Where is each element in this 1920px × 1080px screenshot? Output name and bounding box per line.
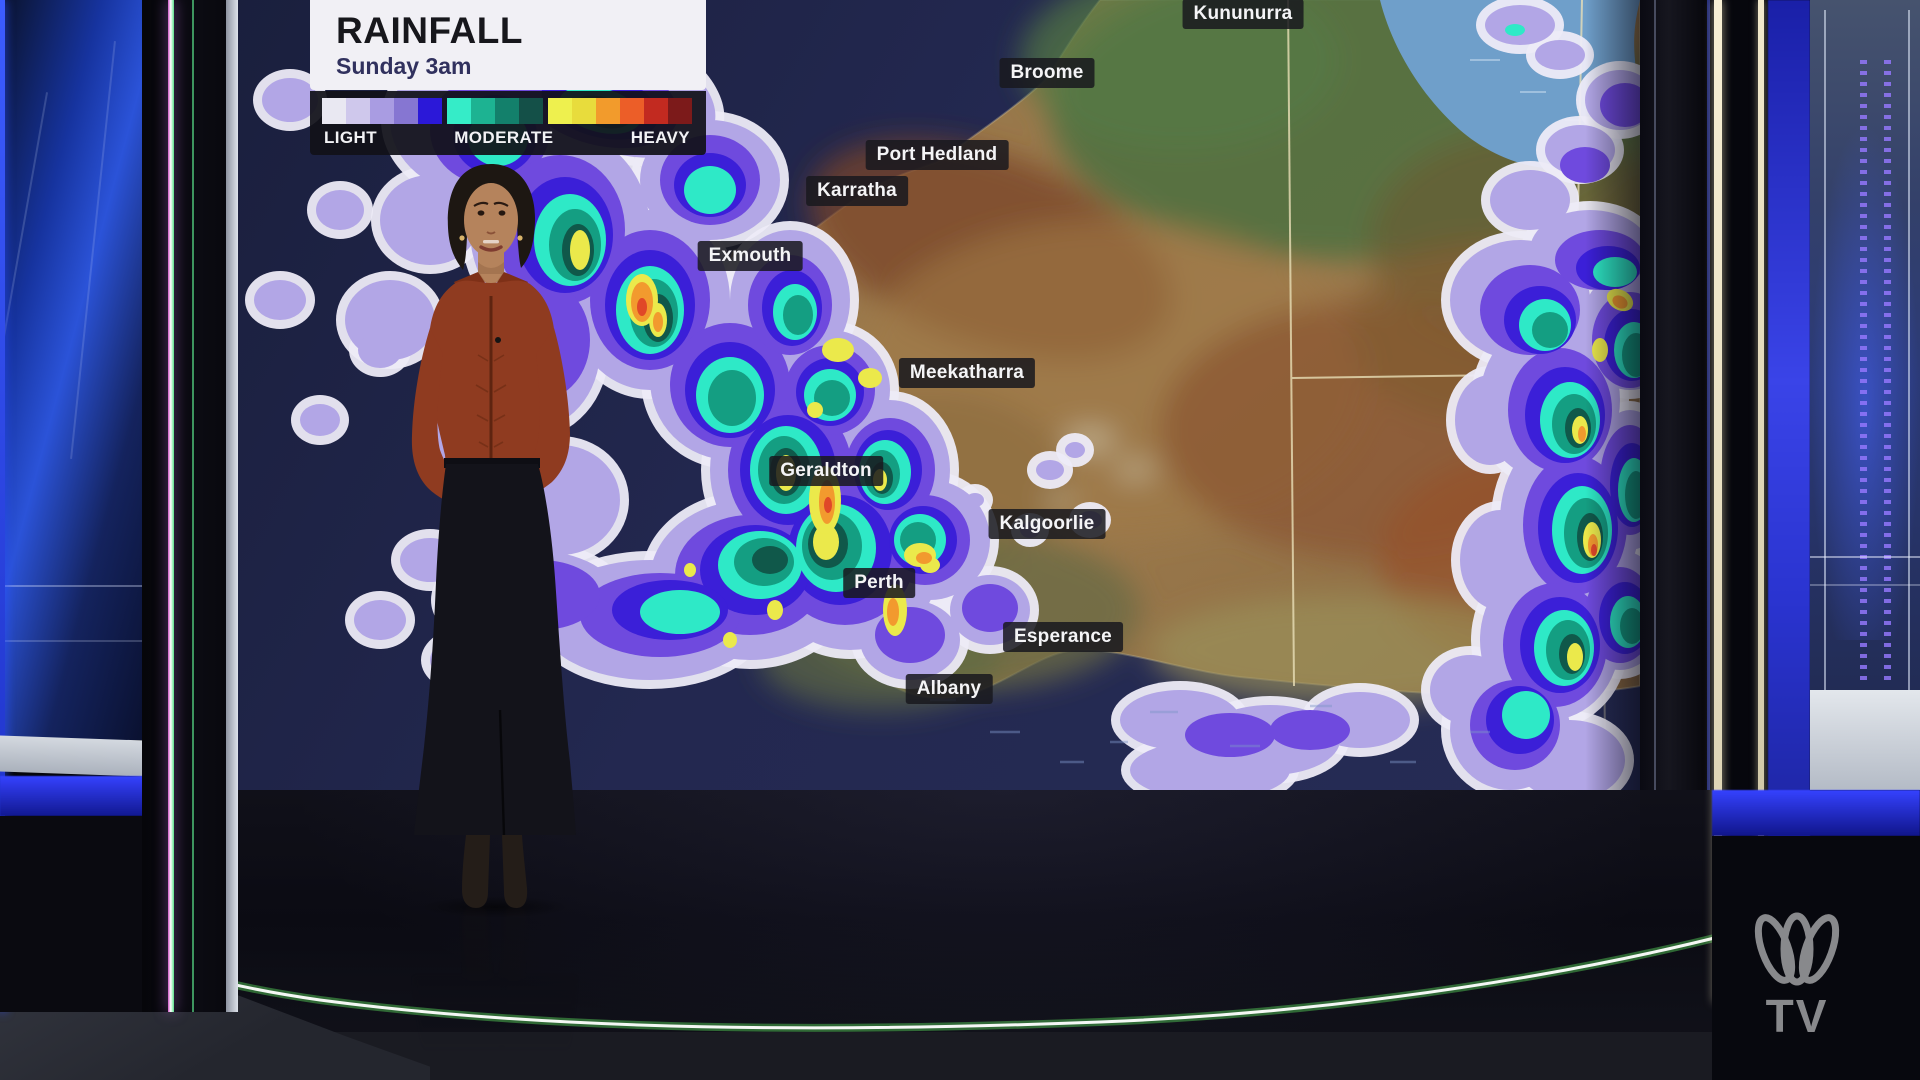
scale-swatch xyxy=(370,97,394,124)
left-under-platform xyxy=(0,816,145,1012)
scale-swatch xyxy=(418,97,442,124)
city-label-kalgoorlie: Kalgoorlie xyxy=(988,509,1106,539)
city-label-exmouth: Exmouth xyxy=(697,241,803,271)
weather-presenter xyxy=(350,150,630,925)
scale-swatch xyxy=(548,97,572,124)
city-label-broome: Broome xyxy=(999,58,1095,88)
legend-valid-time: Sunday 3am xyxy=(336,52,472,79)
scale-swatch xyxy=(495,97,519,124)
pillar-white-trim xyxy=(226,0,238,1012)
left-blue-edge-light xyxy=(0,0,5,1012)
bezel-highlight xyxy=(1654,0,1656,790)
left-blue-glow-strip xyxy=(0,776,145,816)
scale-swatch xyxy=(471,97,495,124)
scale-label-heavy: HEAVY xyxy=(630,127,690,147)
city-label-esperance: Esperance xyxy=(1003,622,1123,652)
scale-swatch xyxy=(572,97,596,124)
city-label-port-hedland: Port Hedland xyxy=(865,140,1009,170)
abc-logo xyxy=(1754,912,1840,986)
scale-swatch xyxy=(644,97,668,124)
weather-presenter xyxy=(350,906,630,1080)
tv-label: TV xyxy=(1765,990,1829,1042)
city-label-kununurra: Kununurra xyxy=(1182,0,1304,29)
led-dot-column xyxy=(1860,60,1867,680)
pillar-light-strip xyxy=(168,0,174,1012)
scale-swatch xyxy=(322,97,346,124)
city-label-geraldton: Geraldton xyxy=(769,456,883,486)
pillar-green-line xyxy=(192,0,194,1012)
gulf-streaks xyxy=(1470,29,1595,121)
scale-swatch xyxy=(668,97,692,124)
presenter-floor-reflection xyxy=(350,906,630,1080)
scale-swatch xyxy=(447,97,471,124)
right-white-platform xyxy=(1810,690,1920,790)
warm-light-strip xyxy=(1758,0,1764,1002)
left-pillar xyxy=(142,0,238,1012)
led-dot-column xyxy=(1884,60,1891,680)
city-label-meekatharra: Meekatharra xyxy=(898,358,1036,388)
scale-words: LIGHT MODERATE HEAVY xyxy=(322,124,692,150)
left-platform-edge xyxy=(0,735,145,777)
face-features xyxy=(473,201,509,207)
city-label-karratha: Karratha xyxy=(806,176,908,206)
left-studio-panels xyxy=(0,0,238,1012)
scale-swatch xyxy=(346,97,370,124)
scale-label-moderate: MODERATE xyxy=(454,127,554,147)
rainfall-color-scale xyxy=(322,97,692,124)
scale-label-light: LIGHT xyxy=(324,127,377,147)
warm-light-strip xyxy=(1714,0,1722,1002)
scale-swatch xyxy=(394,97,418,124)
city-label-perth: Perth xyxy=(843,568,915,598)
glass-column-edge xyxy=(1824,10,1826,690)
right-blue-glow-strip xyxy=(1712,790,1920,836)
legend-scale: LIGHT MODERATE HEAVY xyxy=(310,90,706,155)
legend-title: RAINFALL xyxy=(336,10,523,51)
scale-swatch xyxy=(620,97,644,124)
glass-reflection-line xyxy=(1810,556,1920,558)
city-label-albany: Albany xyxy=(905,674,993,704)
network-watermark: TV xyxy=(1742,912,1852,1039)
rainfall-legend: RAINFALL Sunday 3am LIGHT MODERATE HEAVY xyxy=(310,0,706,155)
left-glass-panel xyxy=(0,0,142,740)
glass-reflection-line xyxy=(1810,584,1920,586)
scale-swatch xyxy=(596,97,620,124)
scale-swatch xyxy=(519,97,543,124)
legend-card: RAINFALL Sunday 3am xyxy=(310,0,706,90)
screen-bezel xyxy=(1640,0,1712,790)
bezel-blue-edge xyxy=(1707,0,1710,790)
glass-column-edge xyxy=(1908,10,1910,690)
